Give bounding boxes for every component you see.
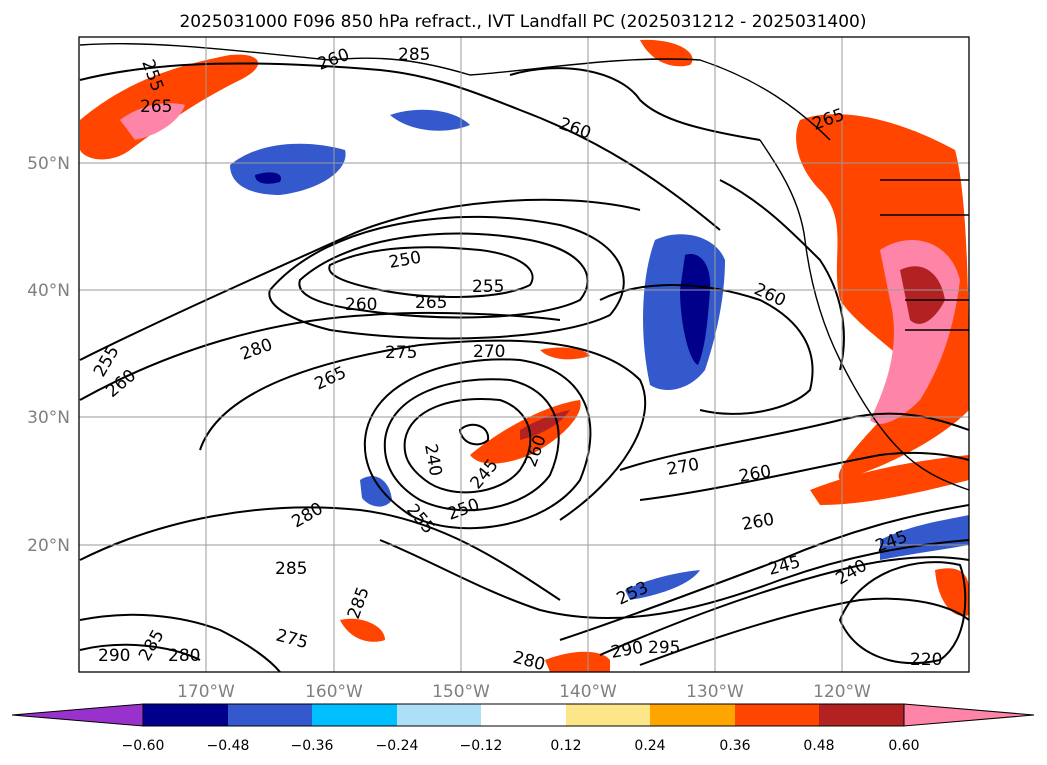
contour-label: 295 xyxy=(648,638,680,658)
colorbar-tick-label: 0.36 xyxy=(719,738,750,754)
contour-line xyxy=(599,556,969,656)
contour-line xyxy=(639,451,969,501)
colorbar-tick-label: 0.24 xyxy=(634,738,665,754)
shade-patch-north-negative-core xyxy=(255,172,281,184)
lat-label-30n: 30°N xyxy=(27,408,70,428)
colorbar-tick-label: −0.24 xyxy=(376,738,419,754)
colorbar-bin xyxy=(650,704,735,726)
colorbar-tick-label: −0.48 xyxy=(207,738,250,754)
lon-label-140w: 140°W xyxy=(559,682,617,702)
colorbar-tick-label: −0.12 xyxy=(460,738,503,754)
lon-label-120w: 120°W xyxy=(813,682,871,702)
shade-patch-nw-core xyxy=(120,103,185,140)
contour-label: 280 xyxy=(168,646,200,666)
coastlines xyxy=(79,42,969,491)
contour-label: 285 xyxy=(275,559,307,579)
contour-line xyxy=(328,246,534,298)
contour-line xyxy=(509,67,761,141)
shaded-anomaly-patches xyxy=(80,39,969,672)
contour-line xyxy=(719,179,845,371)
shade-patch-se-positive xyxy=(935,568,969,616)
contour-line xyxy=(838,561,967,664)
lon-label-130w: 130°W xyxy=(686,682,744,702)
contour-line xyxy=(298,232,589,319)
colorbar-tick-label: 0.60 xyxy=(888,738,919,754)
contour-line xyxy=(599,284,814,415)
colorbar-extend-low xyxy=(11,703,144,727)
map-gridlines xyxy=(79,37,969,672)
shade-patch-coast-dark xyxy=(900,266,945,324)
colorbar-extend-high xyxy=(903,703,1035,727)
contour-line xyxy=(559,504,969,641)
contour-line xyxy=(79,62,721,231)
contour-label: 290 xyxy=(98,646,130,666)
contour-line xyxy=(79,198,641,361)
colorbar-bin xyxy=(228,704,312,726)
contour-label: 260 xyxy=(345,295,377,315)
contour-line xyxy=(458,423,490,446)
contour-label: 255 xyxy=(472,277,504,297)
contour-line xyxy=(639,597,969,666)
shade-patch-gulf-negative xyxy=(390,109,470,131)
colorbar-bin xyxy=(819,704,904,726)
contour-line xyxy=(199,339,647,521)
contour-line xyxy=(379,539,969,619)
lon-label-170w: 170°W xyxy=(177,682,235,702)
colorbar-tick-label: −0.60 xyxy=(122,738,165,754)
contour-label: 270 xyxy=(473,342,505,362)
contour-label: 220 xyxy=(910,650,942,670)
colorbar-bin xyxy=(397,704,481,726)
shade-patch-southwest-positive xyxy=(340,618,385,642)
shade-patch-band-positive xyxy=(540,347,590,360)
shade-patch-south-positive xyxy=(545,651,610,672)
colorbar-bin xyxy=(143,704,228,726)
contour-line xyxy=(383,378,560,512)
latitude-labels: 50°N 40°N 30°N 20°N xyxy=(27,154,70,556)
colorbar-frame xyxy=(142,703,905,727)
contour-line xyxy=(79,506,561,601)
contour-line xyxy=(403,398,532,494)
coastline-north-america xyxy=(759,139,969,491)
contour-line xyxy=(79,643,201,661)
contour-label: 275 xyxy=(385,343,417,363)
contour-label: 265 xyxy=(415,293,447,313)
colorbar-tick-label: −0.36 xyxy=(291,738,334,754)
contour-label: 265 xyxy=(140,97,172,117)
lon-label-160w: 160°W xyxy=(305,682,363,702)
shade-patch-trough-negative-core xyxy=(680,254,711,365)
coastline-alaska xyxy=(79,42,831,141)
longitude-labels: 170°W 160°W 150°W 140°W 130°W 120°W xyxy=(177,682,871,702)
contour-line xyxy=(619,412,969,471)
lat-label-20n: 20°N xyxy=(27,536,70,556)
colorbar-bin xyxy=(735,704,819,726)
colorbar-bin xyxy=(481,704,566,726)
shade-patch-midpac-negative xyxy=(360,476,392,507)
colorbar-bin xyxy=(566,704,650,726)
lat-label-50n: 50°N xyxy=(27,154,70,174)
contour-line xyxy=(79,613,281,672)
map-panel: 255 265 260 285 260 265 250 260 265 255 … xyxy=(78,36,970,675)
shade-patch-north-negative xyxy=(230,143,346,195)
shade-patch-east-stream xyxy=(810,455,969,505)
contour-line xyxy=(79,311,561,401)
border-state-lines xyxy=(880,179,969,331)
contour-lines xyxy=(79,62,969,672)
lon-label-150w: 150°W xyxy=(432,682,490,702)
shade-patch-south-negative xyxy=(625,570,700,600)
colorbar-bin xyxy=(312,704,397,726)
lat-label-40n: 40°N xyxy=(27,281,70,301)
colorbar-tick-label: 0.12 xyxy=(550,738,581,754)
colorbar-tick-label: 0.48 xyxy=(803,738,834,754)
colorbar: −0.60 −0.48 −0.36 −0.24 −0.12 0.12 0.24 … xyxy=(11,703,1035,754)
contour-line xyxy=(268,215,625,340)
map-frame xyxy=(78,36,970,673)
figure-title: 2025031000 F096 850 hPa refract., IVT La… xyxy=(179,12,866,32)
contour-label: 285 xyxy=(398,45,430,65)
contour-line xyxy=(363,358,592,530)
